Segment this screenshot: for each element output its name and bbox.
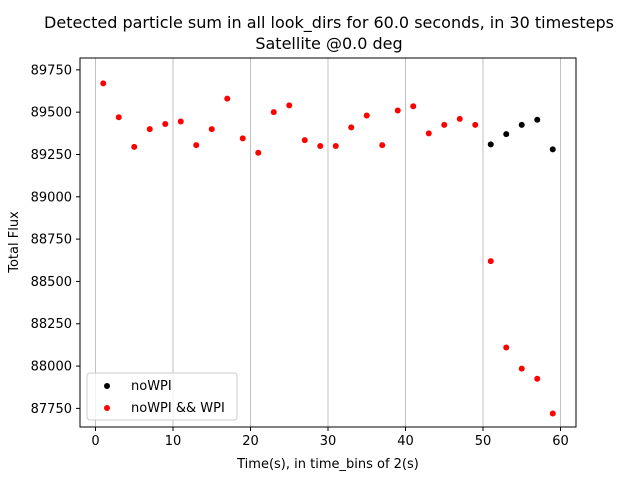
y-tick-label: 88250 [31,317,72,332]
y-tick-label: 88500 [31,275,72,290]
y-tick-label: 89000 [31,190,72,205]
data-point-nowpi-wpi [255,149,262,156]
data-point-nowpi-wpi [286,102,293,109]
chart-title-line1: Detected particle sum in all look_dirs f… [44,13,614,33]
legend: noWPI noWPI && WPI [86,372,238,421]
y-axis-ticks: 87750 88000 88250 88500 88750 89000 89250 89500… [31,63,80,417]
data-point-nowpi-wpi [518,365,525,372]
data-point-nowpi-wpi [456,115,463,122]
x-tick-label: 10 [165,434,182,449]
data-point-nowpi [503,131,510,138]
data-point-nowpi-wpi [394,107,401,114]
data-point-nowpi-wpi [193,142,200,149]
y-tick-label: 87750 [31,402,72,417]
data-point-nowpi-wpi [363,112,370,119]
x-axis-label: Time(s), in time_bins of 2(s) [236,457,419,472]
y-tick-label: 89750 [31,63,72,78]
x-tick-label: 60 [552,434,569,449]
data-point-nowpi-wpi [425,130,432,137]
data-point-nowpi-wpi [534,375,541,382]
data-point-nowpi-wpi [177,118,184,125]
data-point-nowpi-wpi [441,121,448,128]
data-point-nowpi [549,146,556,153]
data-point-nowpi-wpi [115,114,122,121]
data-point-nowpi-wpi [301,137,308,144]
y-tick-label: 88750 [31,233,72,248]
data-point-nowpi-wpi [410,103,417,110]
legend-label-nowpi: noWPI [131,379,172,394]
data-point-nowpi-wpi [239,135,246,142]
data-point-nowpi-wpi [379,142,386,149]
x-tick-label: 30 [320,434,337,449]
data-point-nowpi-wpi [224,95,231,102]
data-point-nowpi-wpi [208,126,215,133]
data-point-nowpi-wpi [270,109,277,116]
data-point-nowpi-wpi [317,143,324,150]
legend-label-nowpi-wpi: noWPI && WPI [131,401,225,416]
data-point-nowpi-wpi [100,80,107,87]
data-point-nowpi-wpi [146,126,153,133]
data-point-nowpi-wpi [472,121,479,128]
x-tick-label: 0 [91,434,99,449]
x-tick-label: 20 [242,434,259,449]
data-points [100,80,556,417]
x-tick-label: 50 [475,434,492,449]
y-axis-label: Total Flux [7,211,22,274]
grid [95,58,561,427]
legend-box [86,372,238,421]
data-point-nowpi-wpi [131,143,138,150]
data-point-nowpi-wpi [332,143,339,150]
data-point-nowpi-wpi [549,410,556,417]
x-tick-label: 40 [397,434,414,449]
data-point-nowpi [534,116,541,123]
data-point-nowpi-wpi [503,344,510,351]
data-point-nowpi-wpi [348,124,355,131]
data-point-nowpi-wpi [162,121,169,128]
y-tick-label: 89250 [31,148,72,163]
data-point-nowpi-wpi [487,258,494,265]
legend-marker-nowpi-wpi [104,405,110,411]
data-point-nowpi [518,121,525,128]
chart-title-line2: Satellite @0.0 deg [255,34,402,53]
legend-marker-nowpi [104,383,110,389]
x-axis-ticks: 0 10 20 30 40 50 60 [91,427,569,449]
y-tick-label: 89500 [31,106,72,121]
data-point-nowpi [487,141,494,148]
y-tick-label: 88000 [31,360,72,375]
plot-frame [79,57,577,428]
